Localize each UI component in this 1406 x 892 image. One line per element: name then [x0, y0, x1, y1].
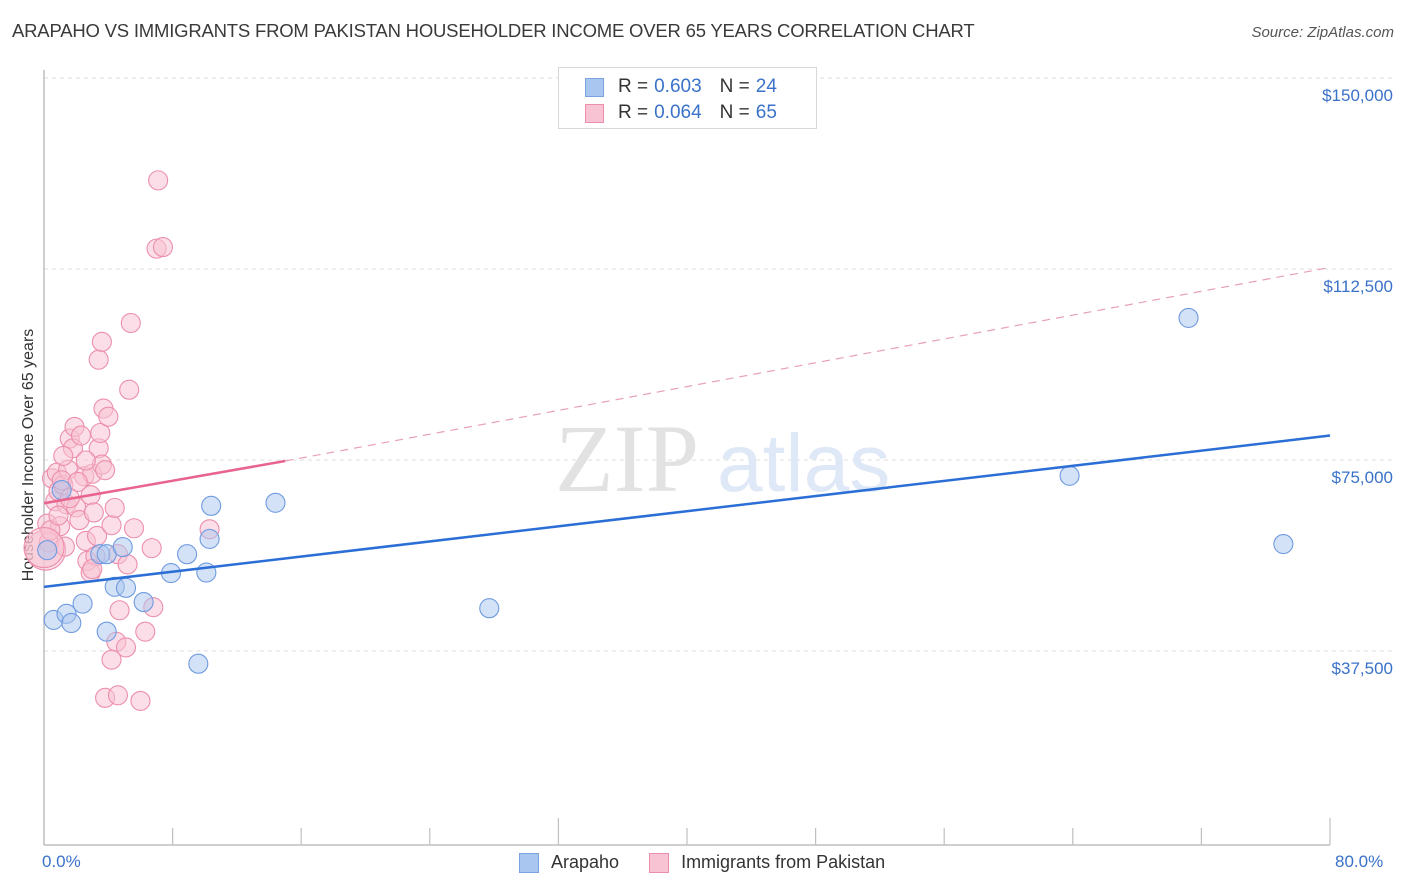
arapaho-point: [1178, 307, 1199, 328]
pakistan-point: [117, 554, 138, 575]
pakistan-point: [135, 621, 156, 642]
y-tick-75000: $75,000: [1331, 468, 1393, 487]
arapaho-point: [201, 495, 222, 516]
pakistan-point: [83, 502, 104, 523]
arapaho-point: [1273, 533, 1294, 555]
pakistan-point: [152, 237, 174, 258]
pakistan-point: [115, 637, 137, 658]
pakistan-point: [95, 460, 116, 481]
series-legend: Arapaho Immigrants from Pakistan: [519, 852, 915, 873]
pakistan-point: [120, 312, 141, 334]
pakistan-point: [67, 471, 88, 492]
arapaho-point: [479, 598, 500, 619]
y-tick-112500: $112,500: [1323, 277, 1393, 296]
source-label: Source: ZipAtlas.com: [1251, 24, 1394, 41]
gridlines: [44, 77, 1395, 652]
pakistan-point: [53, 445, 74, 466]
arapaho-point: [72, 593, 93, 614]
arapaho-points: [37, 307, 1294, 674]
n-value: 24: [755, 76, 777, 97]
arapaho-point: [177, 544, 198, 565]
arapaho-point: [133, 592, 154, 613]
n-value: 65: [755, 102, 777, 123]
arapaho-point: [115, 577, 137, 598]
trend-lines: [43, 266, 1331, 589]
arapaho-point: [1059, 465, 1080, 486]
pakistan-point: [109, 600, 130, 621]
r-label: R =: [618, 76, 649, 97]
y-tick-37500: $37,500: [1331, 659, 1393, 678]
pakistan-point: [90, 422, 111, 444]
arapaho-point: [51, 480, 72, 501]
arapaho-swatch-icon: [519, 852, 539, 873]
arapaho-point: [112, 537, 133, 558]
pakistan-point: [75, 450, 96, 471]
pakistan-point: [101, 515, 122, 536]
pakistan-point: [48, 505, 69, 526]
y-tick-150000: $150,000: [1322, 86, 1393, 105]
n-label: N =: [719, 102, 750, 123]
pakistan-points: [23, 170, 220, 711]
arapaho-point: [61, 612, 82, 634]
pakistan-point: [107, 685, 128, 706]
pakistan-point: [119, 379, 140, 400]
x-tick-max: 80.0%: [1335, 852, 1384, 871]
zipatlas-watermark: ZIP atlas: [555, 405, 890, 512]
pakistan-point: [130, 690, 151, 711]
arapaho-point: [37, 540, 58, 561]
pakistan-trend-extension: [285, 266, 1331, 462]
pakistan-point: [104, 497, 125, 518]
legend-label-arapaho: Arapaho: [551, 852, 620, 872]
arapaho-point: [188, 653, 209, 674]
n-label: N =: [719, 76, 750, 97]
pakistan-point: [98, 406, 119, 427]
pakistan-swatch-icon: [585, 103, 604, 123]
pakistan-point: [123, 518, 145, 539]
r-value: 0.603: [654, 76, 702, 97]
pakistan-point: [101, 649, 122, 670]
arapaho-point: [96, 621, 117, 642]
watermark-atlas: atlas: [717, 418, 890, 509]
r-label: R =: [618, 102, 649, 123]
pakistan-point: [141, 538, 162, 559]
legend-item-arapaho[interactable]: Arapaho: [519, 852, 619, 873]
arapaho-point: [265, 492, 286, 513]
arapaho-swatch-icon: [585, 77, 604, 97]
legend-label-pakistan: Immigrants from Pakistan: [681, 852, 886, 872]
arapaho-trend-line: [43, 434, 1331, 589]
x-tick-min: 0.0%: [42, 852, 81, 871]
pakistan-point: [70, 425, 92, 446]
pakistan-trend-line: [43, 459, 286, 505]
pakistan-point: [91, 331, 112, 352]
pakistan-swatch-icon: [649, 852, 670, 873]
axes: [43, 70, 1331, 846]
pakistan-point: [148, 170, 169, 191]
watermark-zip: ZIP: [555, 405, 699, 512]
x-axis-ticks: [172, 818, 1331, 845]
legend-row-pakistan: R = 0.064 N = 65: [585, 101, 777, 125]
r-value: 0.064: [654, 102, 702, 123]
chart-title: ARAPAHO VS IMMIGRANTS FROM PAKISTAN HOUS…: [12, 20, 975, 41]
arapaho-point: [199, 528, 220, 549]
correlation-legend: R = 0.603 N = 24 R = 0.064 N = 65: [558, 67, 817, 129]
legend-row-arapaho: R = 0.603 N = 24: [585, 75, 777, 99]
legend-item-pakistan[interactable]: Immigrants from Pakistan: [649, 852, 885, 873]
pakistan-point: [88, 349, 109, 370]
